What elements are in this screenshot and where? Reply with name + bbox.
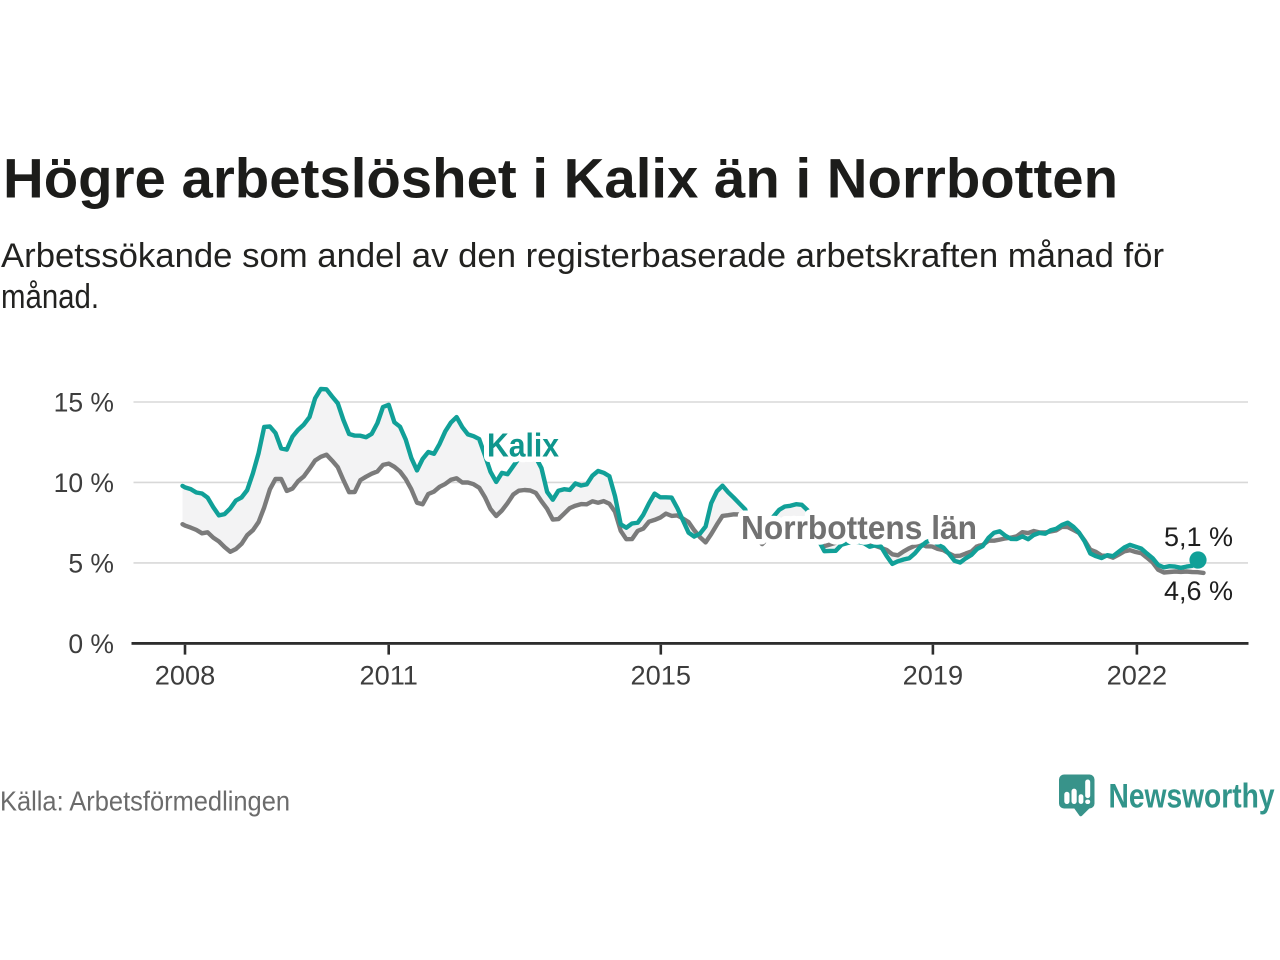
svg-text:Norrbottens län: Norrbottens län [741, 509, 977, 546]
svg-text:Arbetssökande som andel av den: Arbetssökande som andel av den registerb… [1, 237, 1164, 275]
svg-text:0 %: 0 % [68, 629, 114, 659]
svg-text:Kalix: Kalix [487, 427, 560, 464]
svg-text:2019: 2019 [903, 660, 963, 691]
svg-text:2011: 2011 [359, 660, 417, 691]
svg-text:4,6 %: 4,6 % [1164, 576, 1233, 606]
svg-text:10 %: 10 % [54, 468, 114, 498]
svg-text:5,1 %: 5,1 % [1164, 522, 1233, 552]
svg-text:2022: 2022 [1107, 660, 1167, 691]
svg-text:Källa: Arbetsförmedlingen: Källa: Arbetsförmedlingen [0, 786, 290, 817]
svg-text:2008: 2008 [155, 660, 215, 691]
svg-text:15 %: 15 % [54, 388, 114, 418]
svg-text:månad.: månad. [1, 278, 99, 316]
svg-text:Högre arbetslöshet i Kalix än: Högre arbetslöshet i Kalix än i Norrbott… [3, 147, 1118, 210]
svg-text:2015: 2015 [631, 660, 691, 691]
svg-text:Newsworthy: Newsworthy [1109, 778, 1275, 816]
svg-text:5 %: 5 % [68, 548, 114, 578]
